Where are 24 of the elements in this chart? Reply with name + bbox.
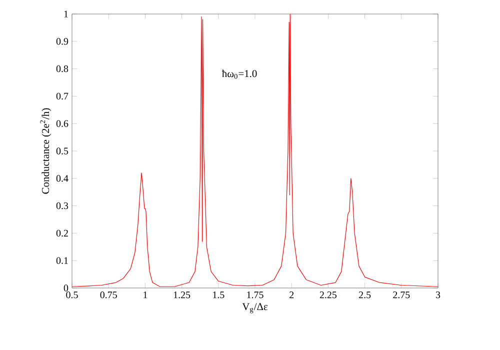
y-axis-title: Conductance (2e$^{2}$/h): [40, 108, 52, 194]
x-tick-label: 3: [436, 292, 440, 298]
y-tick-label: 0: [64, 284, 68, 292]
x-tick-label: 2: [290, 292, 294, 298]
x-tick-label: 2.75: [393, 292, 410, 298]
x-axis-title: V$_{g}$/Δε: [242, 303, 268, 314]
y-tick-label: 0.2: [56, 230, 68, 237]
y-tick-label: 0.8: [56, 65, 68, 72]
x-tick-label: 2.5: [359, 292, 371, 298]
annotation: ħω$_{0}$=1.0: [222, 70, 257, 79]
y-tick-label: 1: [64, 10, 68, 18]
x-tick-label: 1.75: [247, 292, 264, 298]
y-tick-label: 0.5: [56, 148, 68, 154]
x-tick-label: 1.5: [213, 292, 224, 298]
x-tick-label: 2.25: [320, 292, 337, 298]
y-tick-label: 0.3: [56, 202, 68, 210]
x-tick-label: 1: [144, 292, 148, 298]
y-tick-label: 0.7: [56, 92, 68, 100]
x-tick-label: 0.75: [100, 292, 117, 298]
y-tick-label: 0.1: [56, 257, 68, 264]
y-tick-label: 0.9: [56, 38, 68, 45]
x-tick-label: 1.25: [174, 292, 190, 298]
y-tick-label: 0.6: [56, 120, 68, 127]
y-tick-label: 0.4: [56, 175, 68, 182]
